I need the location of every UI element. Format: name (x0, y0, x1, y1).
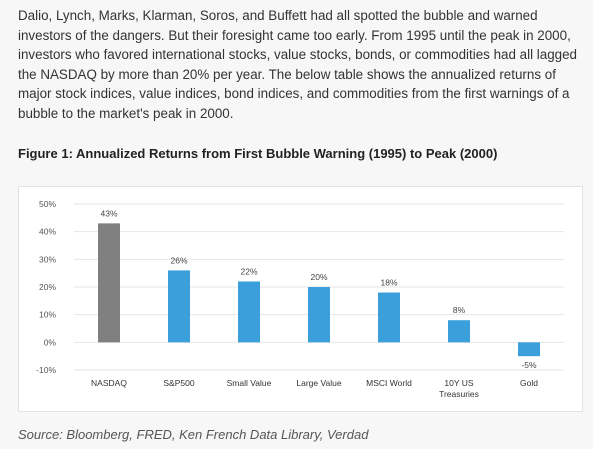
y-tick-label: 0% (44, 337, 57, 347)
y-tick-label: 40% (39, 227, 56, 237)
bar (518, 342, 540, 357)
category-label: Gold (520, 378, 538, 388)
data-label: 8% (453, 305, 466, 315)
category-label: MSCI World (366, 378, 412, 388)
bar (238, 281, 260, 343)
data-label: -5% (521, 360, 537, 370)
bar (98, 223, 120, 343)
category-label: Large Value (296, 378, 341, 388)
y-tick-label: 20% (39, 282, 56, 292)
data-label: 18% (380, 278, 397, 288)
data-label: 43% (100, 208, 117, 218)
source-note: Source: Bloomberg, FRED, Ken French Data… (18, 427, 369, 442)
data-label: 22% (240, 266, 257, 276)
y-tick-label: 30% (39, 254, 56, 264)
bar (168, 270, 190, 343)
bar-chart: 50% 40% 30% 20% 10% 0% -10% 43% NASDAQ 26% S&P500 2… (36, 199, 564, 399)
bar-chart-container: 50% 40% 30% 20% 10% 0% -10% 43% NASDAQ 26% S&P500 2… (18, 186, 583, 412)
data-label: 20% (310, 272, 327, 282)
bar (448, 320, 470, 343)
y-tick-label: 50% (39, 199, 56, 209)
category-label: NASDAQ (91, 378, 127, 388)
data-label: 26% (170, 255, 187, 265)
category-label: Small Value (227, 378, 272, 388)
figure-title: Figure 1: Annualized Returns from First … (18, 146, 498, 161)
y-tick-label: 10% (39, 310, 56, 320)
category-label: Treasuries (439, 389, 479, 399)
y-tick-label: -10% (36, 365, 56, 375)
intro-paragraph: Dalio, Lynch, Marks, Klarman, Soros, and… (18, 8, 577, 121)
bar (308, 287, 330, 343)
bar (378, 292, 400, 343)
category-label: S&P500 (163, 378, 194, 388)
category-label: 10Y US (444, 378, 473, 388)
